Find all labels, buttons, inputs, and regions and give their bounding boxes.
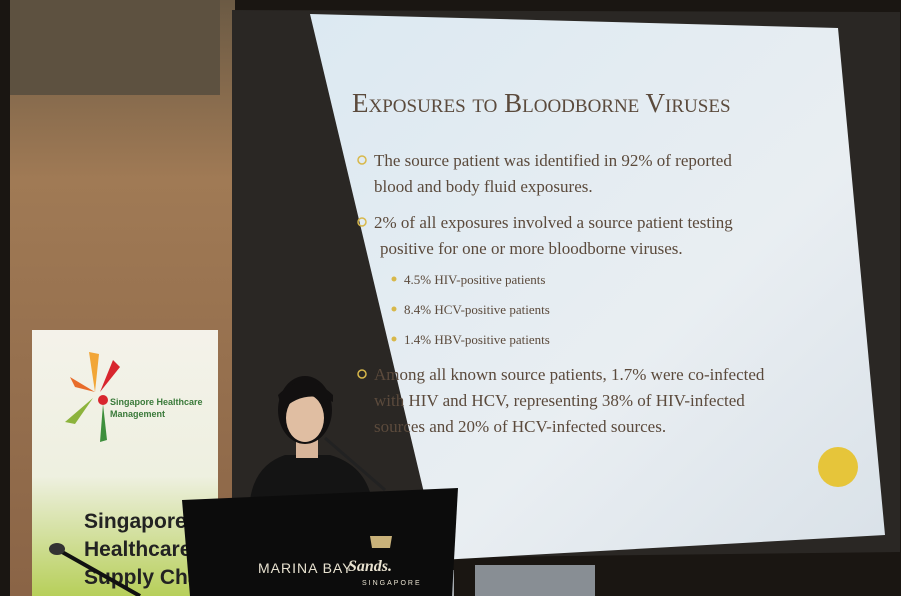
bullet-text: The source patient was identified in 92%… xyxy=(374,151,732,170)
banner-logo-text: Singapore Healthcare xyxy=(110,397,203,407)
subbullet-text: 8.4% HCV-positive patients xyxy=(404,302,550,317)
podium: MARINA BAY Sands. SINGAPORE xyxy=(182,488,458,596)
slide-title: Exposures to Bloodborne Viruses xyxy=(352,88,731,118)
bullet-text: blood and body fluid exposures. xyxy=(374,177,593,196)
photo: Exposures to Bloodborne Viruses The sour… xyxy=(0,0,901,596)
podium-brand: MARINA BAY xyxy=(258,560,353,576)
banner-heading: Healthcare xyxy=(84,538,191,561)
subbullet-marker xyxy=(392,307,397,312)
podium-location: SINGAPORE xyxy=(362,580,422,587)
bullet-text: Among all known source patients, 1.7% we… xyxy=(374,365,765,384)
subbullet-text: 1.4% HBV-positive patients xyxy=(404,332,550,347)
subbullet-marker xyxy=(392,277,397,282)
bullet-text: with HIV and HCV, representing 38% of HI… xyxy=(374,391,745,410)
bullet-text: sources and 20% of HCV-infected sources. xyxy=(374,417,666,436)
slide-ornament xyxy=(818,447,858,487)
banner-logo-text: Management xyxy=(110,409,165,419)
subbullet-text: 4.5% HIV-positive patients xyxy=(404,272,545,287)
banner-heading: Singapore xyxy=(84,510,187,533)
bullet-text: positive for one or more bloodborne viru… xyxy=(380,239,683,258)
podium-logo: Sands. xyxy=(348,558,392,575)
subbullet-marker xyxy=(392,337,397,342)
ceiling xyxy=(10,0,220,95)
bullet-text: 2% of all exposures involved a source pa… xyxy=(374,213,733,232)
